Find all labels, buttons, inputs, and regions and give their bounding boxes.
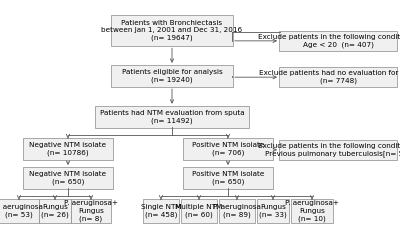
FancyBboxPatch shape bbox=[183, 138, 273, 160]
FancyBboxPatch shape bbox=[23, 138, 113, 160]
Text: P. aeruginosa
(n= 53): P. aeruginosa (n= 53) bbox=[0, 204, 43, 218]
Text: Exclude patients had no evaluation for NTM
(n= 7748): Exclude patients had no evaluation for N… bbox=[259, 70, 400, 84]
Text: Patients eligible for analysis
(n= 19240): Patients eligible for analysis (n= 19240… bbox=[122, 69, 222, 83]
Text: Exclude patients in the following conditions:
Previous pulmonary tuberculosis[n=: Exclude patients in the following condit… bbox=[258, 143, 400, 157]
FancyBboxPatch shape bbox=[143, 199, 179, 223]
Text: Single NTM
(n= 458): Single NTM (n= 458) bbox=[141, 204, 181, 218]
FancyBboxPatch shape bbox=[95, 106, 249, 128]
FancyBboxPatch shape bbox=[257, 199, 289, 223]
FancyBboxPatch shape bbox=[111, 65, 233, 87]
Text: Negative NTM isolate
(n= 10786): Negative NTM isolate (n= 10786) bbox=[30, 142, 106, 156]
Text: Negative NTM isolate
(n= 650): Negative NTM isolate (n= 650) bbox=[30, 171, 106, 185]
Text: Fungus
(n= 33): Fungus (n= 33) bbox=[259, 204, 287, 218]
Text: Exclude patients in the following conditions:
Age < 20  (n= 407): Exclude patients in the following condit… bbox=[258, 34, 400, 48]
Text: P. aeruginosa+
Fungus
(n= 10): P. aeruginosa+ Fungus (n= 10) bbox=[285, 200, 339, 222]
Text: P. aeruginosa
(n= 89): P. aeruginosa (n= 89) bbox=[213, 204, 261, 218]
FancyBboxPatch shape bbox=[219, 199, 255, 223]
FancyBboxPatch shape bbox=[181, 199, 217, 223]
FancyBboxPatch shape bbox=[183, 167, 273, 189]
FancyBboxPatch shape bbox=[279, 67, 397, 87]
Text: Positive NTM isolate
(n= 650): Positive NTM isolate (n= 650) bbox=[192, 171, 264, 185]
FancyBboxPatch shape bbox=[71, 199, 111, 223]
FancyBboxPatch shape bbox=[39, 199, 71, 223]
Text: Multiple NTM
(n= 60): Multiple NTM (n= 60) bbox=[175, 204, 223, 218]
Text: P. aeruginosa+
Fungus
(n= 8): P. aeruginosa+ Fungus (n= 8) bbox=[64, 200, 118, 222]
FancyBboxPatch shape bbox=[0, 199, 39, 223]
Text: Positive NTM isolate
(n= 706): Positive NTM isolate (n= 706) bbox=[192, 142, 264, 156]
FancyBboxPatch shape bbox=[23, 167, 113, 189]
Text: Fungus
(n= 26): Fungus (n= 26) bbox=[41, 204, 69, 218]
Text: Patients with Bronchiectasis
between Jan 1, 2001 and Dec 31, 2016
(n= 19647): Patients with Bronchiectasis between Jan… bbox=[102, 20, 242, 41]
FancyBboxPatch shape bbox=[279, 31, 397, 51]
Text: Patients had NTM evaluation from sputa
(n= 11492): Patients had NTM evaluation from sputa (… bbox=[100, 110, 244, 124]
FancyBboxPatch shape bbox=[291, 199, 333, 223]
FancyBboxPatch shape bbox=[279, 140, 397, 160]
FancyBboxPatch shape bbox=[111, 15, 233, 46]
